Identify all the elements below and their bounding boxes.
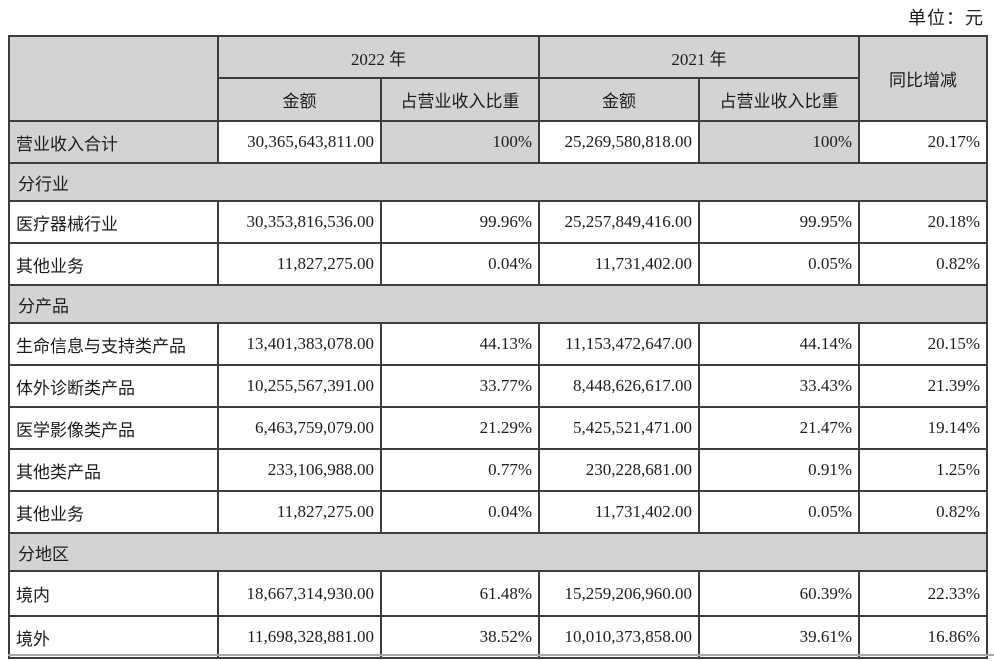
amount-2021-cell: 25,257,849,416.00 (538, 200, 700, 244)
row-label: 营业收入合计 (8, 120, 219, 164)
amount-2021-cell: 11,153,472,647.00 (538, 322, 700, 366)
amount-2021-cell: 10,010,373,858.00 (538, 615, 700, 659)
amount-2022-cell: 6,463,759,079.00 (217, 406, 382, 450)
header-share-2021: 占营业收入比重 (698, 77, 860, 122)
table-row: 其他业务 11,827,275.00 0.04% 11,731,402.00 0… (8, 490, 988, 534)
row-label: 其他业务 (8, 490, 219, 534)
share-2022-cell: 100% (380, 120, 540, 164)
row-label: 生命信息与支持类产品 (8, 322, 219, 366)
share-2022-cell: 0.04% (380, 490, 540, 534)
share-2022-cell: 44.13% (380, 322, 540, 366)
share-2021-cell: 0.05% (698, 490, 860, 534)
amount-2021-cell: 5,425,521,471.00 (538, 406, 700, 450)
share-2021-cell: 21.47% (698, 406, 860, 450)
header-empty-cell (8, 35, 219, 122)
share-2022-cell: 0.77% (380, 448, 540, 492)
row-label: 境内 (8, 570, 219, 617)
amount-2021-cell: 11,731,402.00 (538, 490, 700, 534)
section-row-industry: 分行业 (8, 162, 988, 202)
yoy-cell: 0.82% (858, 490, 988, 534)
share-2022-cell: 0.04% (380, 242, 540, 286)
header-row-years: 2022 年 2021 年 同比增减 (8, 35, 988, 122)
table-row: 其他类产品 233,106,988.00 0.77% 230,228,681.0… (8, 448, 988, 492)
unit-label: 单位：元 (908, 8, 984, 28)
amount-2022-cell: 11,827,275.00 (217, 490, 382, 534)
amount-2021-cell: 8,448,626,617.00 (538, 364, 700, 408)
header-yoy: 同比增减 (858, 35, 988, 122)
table-row: 境外 11,698,328,881.00 38.52% 10,010,373,8… (8, 615, 988, 659)
amount-2022-cell: 13,401,383,078.00 (217, 322, 382, 366)
amount-2022-cell: 30,365,643,811.00 (217, 120, 382, 164)
yoy-cell: 0.82% (858, 242, 988, 286)
section-label: 分产品 (8, 284, 988, 324)
amount-2022-cell: 10,255,567,391.00 (217, 364, 382, 408)
yoy-cell: 20.17% (858, 120, 988, 164)
row-label: 其他类产品 (8, 448, 219, 492)
table-row: 境内 18,667,314,930.00 61.48% 15,259,206,9… (8, 570, 988, 617)
table-row: 生命信息与支持类产品 13,401,383,078.00 44.13% 11,1… (8, 322, 988, 366)
yoy-cell: 22.33% (858, 570, 988, 617)
yoy-cell: 19.14% (858, 406, 988, 450)
section-label: 分地区 (8, 532, 988, 572)
header-amount-2022: 金额 (217, 77, 382, 122)
table-row-total: 营业收入合计 30,365,643,811.00 100% 25,269,580… (8, 120, 988, 164)
amount-2022-cell: 30,353,816,536.00 (217, 200, 382, 244)
header-amount-2021: 金额 (538, 77, 700, 122)
revenue-breakdown-table: 2022 年 2021 年 同比增减 金额 占营业收入比重 金额 占营业收入比重… (8, 35, 988, 659)
amount-2021-cell: 11,731,402.00 (538, 242, 700, 286)
amount-2022-cell: 233,106,988.00 (217, 448, 382, 492)
header-year-2022: 2022 年 (217, 35, 540, 79)
amount-2022-cell: 11,698,328,881.00 (217, 615, 382, 659)
row-label: 医疗器械行业 (8, 200, 219, 244)
amount-2022-cell: 11,827,275.00 (217, 242, 382, 286)
header-share-2022: 占营业收入比重 (380, 77, 540, 122)
share-2021-cell: 100% (698, 120, 860, 164)
share-2022-cell: 99.96% (380, 200, 540, 244)
share-2021-cell: 60.39% (698, 570, 860, 617)
share-2022-cell: 21.29% (380, 406, 540, 450)
yoy-cell: 21.39% (858, 364, 988, 408)
page-bottom-edge (8, 654, 994, 656)
share-2021-cell: 33.43% (698, 364, 860, 408)
yoy-cell: 1.25% (858, 448, 988, 492)
section-row-product: 分产品 (8, 284, 988, 324)
section-label: 分行业 (8, 162, 988, 202)
amount-2022-cell: 18,667,314,930.00 (217, 570, 382, 617)
header-row-metrics: 金额 占营业收入比重 金额 占营业收入比重 (9, 77, 987, 122)
yoy-cell: 20.15% (858, 322, 988, 366)
share-2021-cell: 44.14% (698, 322, 860, 366)
amount-2021-cell: 230,228,681.00 (538, 448, 700, 492)
share-2021-cell: 39.61% (698, 615, 860, 659)
amount-2021-cell: 25,269,580,818.00 (538, 120, 700, 164)
share-2022-cell: 33.77% (380, 364, 540, 408)
share-2021-cell: 0.05% (698, 242, 860, 286)
share-2021-cell: 0.91% (698, 448, 860, 492)
table-row: 医学影像类产品 6,463,759,079.00 21.29% 5,425,52… (8, 406, 988, 450)
table-row: 体外诊断类产品 10,255,567,391.00 33.77% 8,448,6… (8, 364, 988, 408)
yoy-cell: 16.86% (858, 615, 988, 659)
share-2021-cell: 99.95% (698, 200, 860, 244)
header-year-2021: 2021 年 (538, 35, 860, 79)
table-row: 医疗器械行业 30,353,816,536.00 99.96% 25,257,8… (8, 200, 988, 244)
amount-2021-cell: 15,259,206,960.00 (538, 570, 700, 617)
table-row: 其他业务 11,827,275.00 0.04% 11,731,402.00 0… (8, 242, 988, 286)
row-label: 境外 (8, 615, 219, 659)
share-2022-cell: 38.52% (380, 615, 540, 659)
share-2022-cell: 61.48% (380, 570, 540, 617)
yoy-cell: 20.18% (858, 200, 988, 244)
row-label: 其他业务 (8, 242, 219, 286)
row-label: 医学影像类产品 (8, 406, 219, 450)
row-label: 体外诊断类产品 (8, 364, 219, 408)
section-row-region: 分地区 (8, 532, 988, 572)
